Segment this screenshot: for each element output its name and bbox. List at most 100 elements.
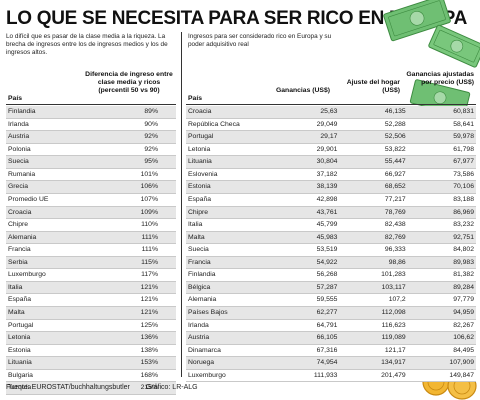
adjustment-cell: 55,447 [339,155,408,169]
table-row: Chipre 110% [6,218,176,232]
adjustment-cell: 66,927 [339,168,408,182]
adjustment-cell: 82,438 [339,218,408,232]
gap-value-cell: 90% [82,118,176,132]
table-row: Letonia 136% [6,331,176,345]
gap-value-cell: 115% [82,256,176,270]
country-cell: Francia [186,256,272,270]
adjustment-cell: 46,135 [339,106,408,119]
adjustment-cell: 98,86 [339,256,408,270]
adjusted-earnings-cell: 60,831 [407,106,476,119]
table-row: Irlanda 64,791 116,623 82,267 [186,319,476,333]
earnings-cell: 111,933 [271,369,340,383]
table-row: Lituania 153% [6,356,176,370]
adjustment-cell: 119,089 [339,331,408,345]
country-cell: España [186,193,272,207]
gap-value-cell: 107% [82,193,176,207]
country-cell: Bélgica [186,281,272,295]
table-row: Malta 45,983 82,769 92,751 [186,231,476,245]
gap-value-cell: 117% [82,268,176,282]
table-row: Croacia 109% [6,206,176,220]
table-row: República Checa 29,049 52,288 58,641 [186,118,476,132]
table-row: Finlandia 89% [6,106,176,119]
table-row: Portugal 125% [6,319,176,333]
earnings-cell: 29,17 [271,130,340,144]
country-cell: Croacia [6,206,83,220]
gap-value-cell: 109% [82,206,176,220]
earnings-cell: 67,316 [271,344,340,358]
table-row: Estonia 38,139 68,652 70,106 [186,180,476,194]
adjusted-earnings-cell: 84,495 [407,344,476,358]
right-header-adjustment: Ajuste del hogar (US$) [346,79,400,94]
table-row: Luxemburgo 117% [6,268,176,282]
adjusted-earnings-cell: 59,978 [407,130,476,144]
country-cell: Lituania [6,356,83,370]
adjusted-earnings-cell: 81,382 [407,268,476,282]
gap-value-cell: 95% [82,155,176,169]
table-row: Luxemburgo 111,933 201,479 149,847 [186,369,476,383]
gap-value-cell: 215% [82,381,176,395]
country-cell: Alemania [186,293,272,307]
gap-value-cell: 121% [82,306,176,320]
country-cell: Austria [186,331,272,345]
country-cell: Estonia [186,180,272,194]
table-row: Italia 121% [6,281,176,295]
earnings-cell: 25,63 [271,106,340,119]
earnings-cell: 29,901 [271,143,340,157]
gap-value-cell: 153% [82,356,176,370]
left-header-rule [6,104,176,105]
adjustment-cell: 82,769 [339,231,408,245]
adjusted-earnings-cell: 83,188 [407,193,476,207]
intro-right-text: Ingresos para ser considerado rico en Eu… [188,33,332,48]
table-row: Chipre 43,761 78,769 86,969 [186,206,476,220]
country-cell: Turquía [6,381,83,395]
gap-value-cell: 92% [82,130,176,144]
gap-value-cell: 106% [82,180,176,194]
country-cell: Portugal [6,319,83,333]
adjustment-cell: 103,117 [339,281,408,295]
income-table: Croacia 25,63 46,135 60,831 República Checa 2… [186,106,476,383]
country-cell: Serbia [6,256,83,270]
country-cell: Polonia [6,143,83,157]
table-row: Malta 121% [6,306,176,320]
earnings-cell: 59,555 [271,293,340,307]
right-header-country: País [188,95,202,102]
adjusted-earnings-cell: 58,641 [407,118,476,132]
adjusted-earnings-cell: 84,802 [407,243,476,257]
adjustment-cell: 134,917 [339,356,408,370]
country-cell: Finlandia [6,106,83,119]
adjustment-cell: 68,652 [339,180,408,194]
earnings-cell: 30,804 [271,155,340,169]
gap-value-cell: 121% [82,281,176,295]
country-cell: Países Bajos [186,306,272,320]
gap-value-cell: 168% [82,369,176,383]
gap-value-cell: 138% [82,344,176,358]
earnings-cell: 29,049 [271,118,340,132]
table-row: Estonia 138% [6,344,176,358]
adjusted-earnings-cell: 94,959 [407,306,476,320]
country-cell: Malta [6,306,83,320]
table-row: Polonia 92% [6,143,176,157]
earnings-cell: 42,898 [271,193,340,207]
table-row: Letonia 29,901 53,822 61,798 [186,143,476,157]
country-cell: República Checa [186,118,272,132]
gap-value-cell: 125% [82,319,176,333]
left-header-country: País [8,95,22,102]
adjustment-cell: 52,288 [339,118,408,132]
adjusted-earnings-cell: 149,847 [407,369,476,383]
country-cell: Rumania [6,168,83,182]
earnings-cell: 62,277 [271,306,340,320]
table-row: Grecia 106% [6,180,176,194]
table-row: Alemania 59,555 107,2 97,779 [186,293,476,307]
gap-value-cell: 111% [82,231,176,245]
table-row: Francia 54,922 98,86 89,983 [186,256,476,270]
source-credit: Fuente: EUROSTAT/buchhaltungsbutler [6,384,130,391]
adjusted-earnings-cell: 82,267 [407,319,476,333]
table-row: Italia 45,799 82,438 83,232 [186,218,476,232]
adjusted-earnings-cell: 67,977 [407,155,476,169]
table-row: Croacia 25,63 46,135 60,831 [186,106,476,119]
country-cell: Lituania [186,155,272,169]
footer: Fuente: EUROSTAT/buchhaltungsbutler Gráfi… [6,384,198,391]
table-row: Bulgaria 168% [6,369,176,383]
country-cell: Eslovenia [186,168,272,182]
adjusted-earnings-cell: 70,106 [407,180,476,194]
